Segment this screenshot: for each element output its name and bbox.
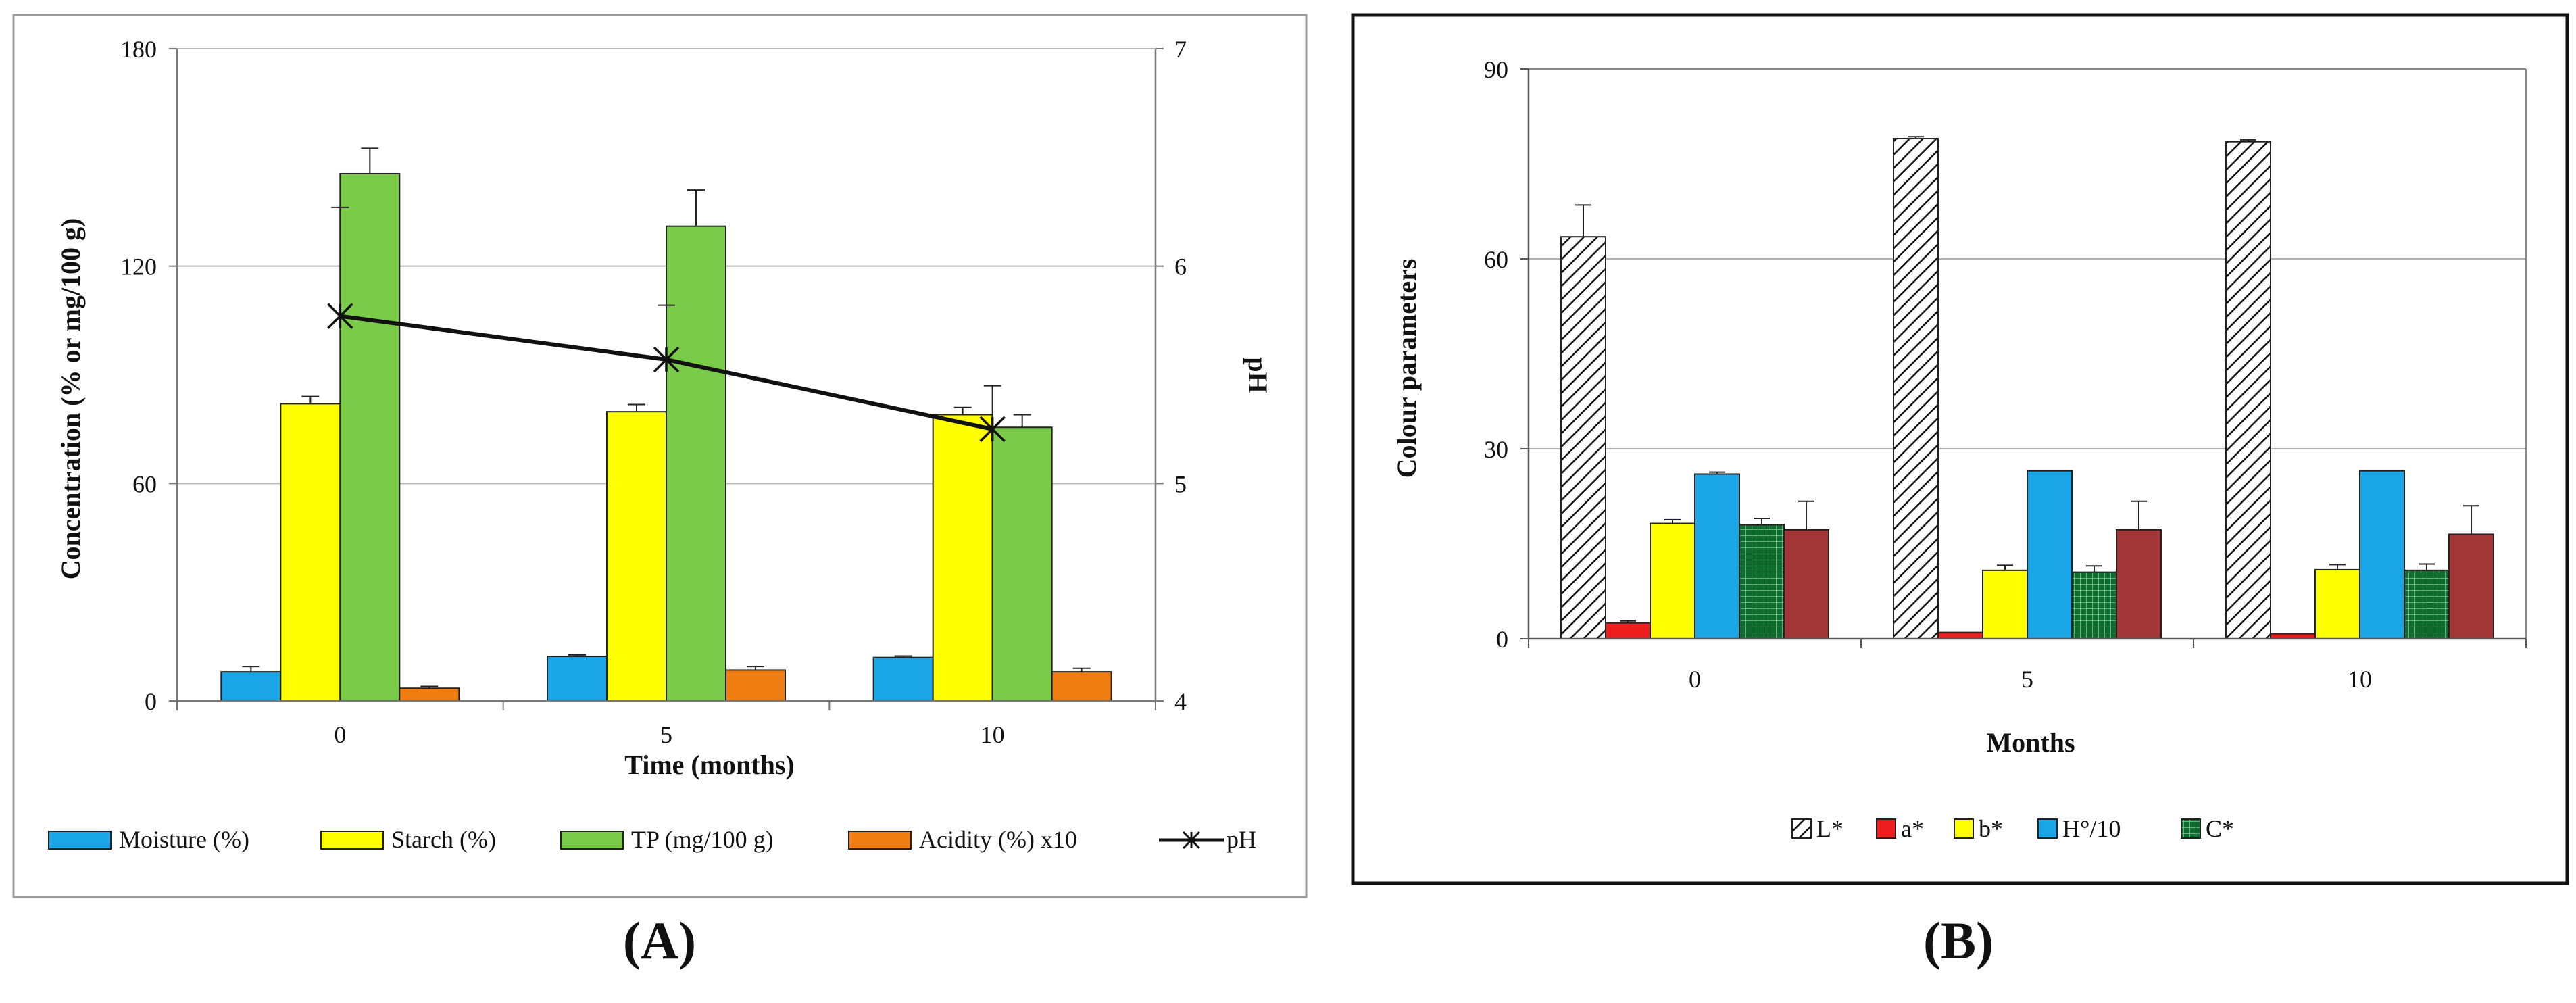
y-tick-label: 120 bbox=[120, 253, 157, 280]
bar-moisture bbox=[547, 656, 608, 702]
bar-moisture bbox=[872, 656, 934, 702]
y-tick-label: 30 bbox=[1484, 436, 1508, 463]
legend-swatch-a bbox=[1876, 818, 1896, 839]
legend-label: Starch (%) bbox=[391, 826, 496, 853]
legend-label: C* bbox=[2206, 815, 2234, 842]
panel-b: 0 30 60 90 0 5 10 Months Colour parameters L* a… bbox=[1351, 13, 2569, 970]
panel-b-legend: L* a* b* H°/10 C* bbox=[1791, 815, 2234, 842]
ph-point-marker bbox=[653, 346, 680, 373]
y-tick-label: 60 bbox=[132, 470, 157, 497]
panel-a-ph-line bbox=[327, 206, 1006, 443]
panel-b-gridlines bbox=[1529, 258, 2526, 449]
bar-starch bbox=[606, 411, 667, 702]
bar-acidity-x10 bbox=[399, 687, 460, 702]
y-tick-label: 60 bbox=[1484, 246, 1508, 273]
legend-label: Moisture (%) bbox=[119, 826, 249, 853]
legend-swatch-c bbox=[2181, 818, 2201, 839]
y-tick-label: 90 bbox=[1484, 56, 1508, 83]
panel-b-bars bbox=[1560, 136, 2494, 640]
bar-h-10 bbox=[1694, 473, 1740, 640]
panel-a-bars bbox=[220, 147, 1112, 702]
bar-series-6 bbox=[2116, 529, 2162, 639]
x-tick-label: 10 bbox=[2348, 666, 2372, 693]
bar-l bbox=[1560, 236, 1606, 639]
legend-label: H°/10 bbox=[2062, 815, 2121, 842]
bar-acidity-x10 bbox=[1051, 671, 1112, 702]
legend-label: Acidity (%) x10 bbox=[919, 826, 1077, 853]
panel-a-y-axis-title: Concentration (% or mg/100 g) bbox=[55, 218, 86, 580]
x-tick-label: 5 bbox=[2021, 666, 2033, 693]
legend-swatch-tp-mg-100-g bbox=[560, 831, 624, 850]
x-tick-label: 5 bbox=[660, 721, 672, 748]
legend-swatch-h-10 bbox=[2037, 818, 2058, 839]
bar-tp-mg-100-g bbox=[666, 225, 726, 702]
y2-tick-label: 6 bbox=[1174, 253, 1187, 280]
panel-a-y2-axis-title: pH bbox=[1243, 357, 1273, 393]
x-tick-label: 10 bbox=[981, 721, 1005, 748]
bar-tp-mg-100-g bbox=[339, 172, 401, 702]
panel-a-label: (A) bbox=[623, 911, 696, 970]
bar-b bbox=[1982, 569, 2028, 640]
y2-tick-label: 4 bbox=[1174, 688, 1187, 715]
ph-point-marker bbox=[979, 416, 1006, 443]
panel-a-legend: Moisture (%) Starch (%) TP (mg/100 g) Acidi… bbox=[48, 826, 1256, 853]
legend-swatch-acidity-x10 bbox=[848, 831, 912, 850]
panel-a-tick-labels: 0 60 120 180 4 5 6 7 0 5 10 bbox=[120, 36, 1187, 748]
bar-b bbox=[1650, 522, 1695, 639]
legend-label: L* bbox=[1816, 815, 1843, 842]
ph-point-marker bbox=[327, 303, 353, 329]
panel-b-tick-labels: 0 30 60 90 0 5 10 bbox=[1484, 56, 2372, 693]
bar-tp-mg-100-g bbox=[991, 426, 1053, 702]
legend-swatch-moisture bbox=[48, 831, 112, 850]
bar-moisture bbox=[220, 671, 282, 702]
y2-tick-label: 7 bbox=[1174, 36, 1187, 63]
panel-b-axes bbox=[1520, 68, 2527, 648]
legend-swatch-b bbox=[1954, 818, 1974, 839]
legend-swatch-l bbox=[1791, 818, 1812, 839]
bar-c bbox=[1739, 524, 1785, 640]
bar-l bbox=[1893, 138, 1939, 640]
bar-c bbox=[2404, 569, 2450, 640]
bar-starch bbox=[280, 403, 341, 702]
legend-label: pH bbox=[1227, 826, 1256, 853]
legend-label: TP (mg/100 g) bbox=[631, 826, 774, 853]
bar-b bbox=[2314, 568, 2360, 639]
bar-a bbox=[1937, 631, 1983, 640]
x-tick-label: 0 bbox=[1689, 666, 1701, 693]
bar-series-6 bbox=[1783, 529, 1829, 639]
legend-label: b* bbox=[1979, 815, 2003, 842]
panel-b-x-axis-title: Months bbox=[1986, 727, 2075, 758]
panel-a-x-axis-title: Time (months) bbox=[624, 750, 794, 780]
y2-tick-label: 5 bbox=[1174, 470, 1187, 497]
panel-a-axes bbox=[169, 48, 1164, 710]
bar-a bbox=[1605, 622, 1651, 639]
legend-label: a* bbox=[1901, 815, 1924, 842]
y-tick-label: 0 bbox=[145, 688, 157, 715]
bar-h-10 bbox=[2027, 470, 2073, 639]
bar-acidity-x10 bbox=[725, 669, 786, 702]
bar-h-10 bbox=[2359, 470, 2405, 639]
x-tick-label: 0 bbox=[334, 721, 346, 748]
y-tick-label: 0 bbox=[1496, 626, 1508, 653]
legend-swatch-starch bbox=[320, 831, 384, 850]
panel-b-label: (B) bbox=[1923, 911, 1993, 970]
bar-series-6 bbox=[2448, 533, 2494, 640]
bar-c bbox=[2071, 571, 2117, 640]
bar-l bbox=[2225, 141, 2271, 639]
panel-a: 0 60 120 180 4 5 6 7 0 5 10 Time (months) Concentr… bbox=[12, 14, 1308, 970]
y-tick-label: 180 bbox=[120, 36, 157, 63]
bar-starch bbox=[932, 414, 993, 702]
panel-b-y-axis-title: Colour parameters bbox=[1391, 259, 1422, 479]
